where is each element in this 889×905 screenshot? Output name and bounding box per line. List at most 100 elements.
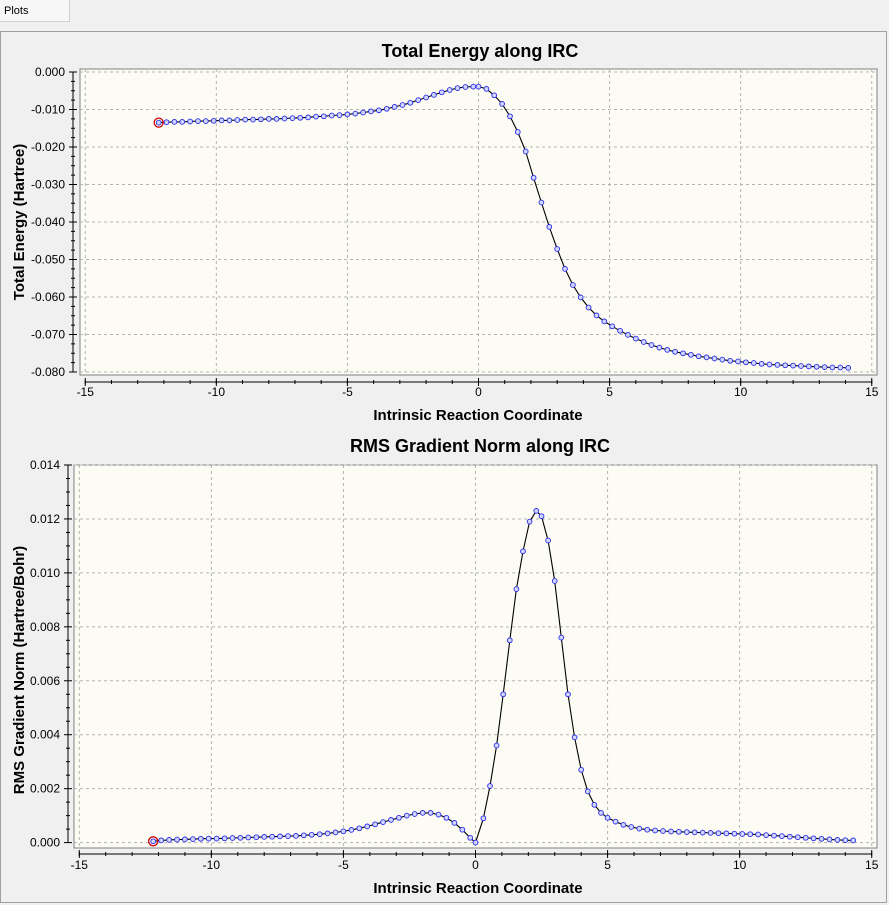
data-point (545, 537, 551, 544)
plots-tab[interactable]: Plots (0, 0, 70, 22)
data-point (758, 360, 765, 367)
data-point (691, 829, 698, 836)
y-tick-label: -0.060 (31, 290, 65, 304)
data-point (798, 363, 804, 369)
data-point (585, 304, 592, 311)
data-point (446, 87, 453, 93)
data-point (750, 360, 757, 366)
data-point (229, 835, 236, 841)
data-point (565, 691, 571, 698)
data-point (683, 829, 690, 835)
data-point (513, 586, 520, 592)
data-point (383, 105, 390, 112)
data-point (644, 826, 651, 833)
data-point (190, 836, 196, 842)
data-point (826, 836, 833, 843)
y-tick-label: 0.000 (35, 65, 65, 79)
data-point (711, 355, 718, 362)
gradient-y-axis-label: RMS Gradient Norm (Hartree/Bohr) (11, 546, 28, 794)
data-point (487, 783, 493, 789)
energy-y-axis-label: Total Energy (Hartree) (11, 144, 28, 300)
data-point (598, 810, 604, 816)
data-point (438, 89, 445, 96)
data-point (500, 691, 507, 698)
data-point (435, 811, 442, 818)
y-tick-label: 0.012 (30, 512, 60, 526)
data-point (755, 831, 761, 838)
data-point (842, 837, 849, 844)
data-point (636, 825, 643, 832)
data-point (612, 818, 619, 825)
data-point (715, 830, 722, 837)
data-point (805, 363, 812, 370)
data-point (601, 318, 608, 325)
x-tick-label: -5 (338, 858, 349, 872)
data-point (411, 811, 418, 817)
data-point (707, 830, 714, 836)
data-point (234, 117, 241, 123)
data-point (293, 833, 299, 839)
data-point (396, 814, 402, 821)
data-point (766, 361, 773, 368)
data-point (475, 83, 482, 90)
x-tick-label: -5 (342, 385, 353, 399)
data-point (364, 823, 371, 830)
data-point (648, 342, 655, 348)
data-point (454, 85, 461, 91)
data-point (166, 837, 172, 843)
data-point (794, 834, 801, 841)
data-point (427, 810, 434, 816)
y-tick-label: -0.070 (31, 328, 65, 342)
x-tick-label: 15 (865, 858, 879, 872)
data-point (467, 834, 474, 841)
data-point (332, 829, 339, 836)
x-tick-label: 0 (472, 858, 479, 872)
data-point (829, 364, 836, 371)
data-point (522, 148, 529, 155)
data-point (205, 835, 212, 842)
data-point (403, 812, 410, 819)
data-point (562, 266, 568, 272)
x-tick-label: -15 (71, 858, 89, 872)
y-tick-label: 0.010 (30, 566, 60, 580)
current-point-marker (148, 836, 159, 847)
x-tick-label: 0 (475, 385, 482, 399)
data-point (813, 363, 820, 370)
data-point (289, 115, 296, 121)
data-point (743, 359, 749, 366)
x-tick-label: 5 (606, 385, 613, 399)
data-point (372, 821, 378, 828)
data-point (470, 83, 477, 90)
y-tick-label: -0.050 (31, 253, 65, 267)
energy-x-axis-label: Intrinsic Reaction Coordinate (373, 407, 582, 424)
data-point (719, 356, 726, 363)
data-point (845, 365, 852, 371)
data-point (530, 174, 537, 181)
data-point (352, 110, 359, 117)
data-point (771, 832, 777, 839)
data-point (462, 84, 469, 90)
data-point (837, 364, 844, 371)
data-point (604, 814, 611, 821)
data-point (507, 113, 513, 120)
data-point (554, 246, 561, 252)
data-point (538, 513, 545, 520)
data-point (388, 817, 394, 823)
data-point (640, 339, 647, 345)
data-point (328, 112, 335, 119)
x-tick-label: 15 (865, 385, 879, 399)
data-point (625, 332, 631, 338)
data-point (850, 837, 857, 844)
x-tick-label: -15 (77, 385, 95, 399)
data-point (656, 344, 663, 351)
data-point (810, 835, 817, 842)
data-point (253, 834, 260, 841)
data-point (593, 312, 600, 319)
y-tick-label: 0.008 (30, 620, 60, 634)
data-point (258, 116, 264, 123)
data-point (538, 199, 545, 206)
y-tick-label: -0.080 (31, 365, 65, 379)
data-point (261, 834, 268, 840)
data-point (652, 827, 658, 834)
